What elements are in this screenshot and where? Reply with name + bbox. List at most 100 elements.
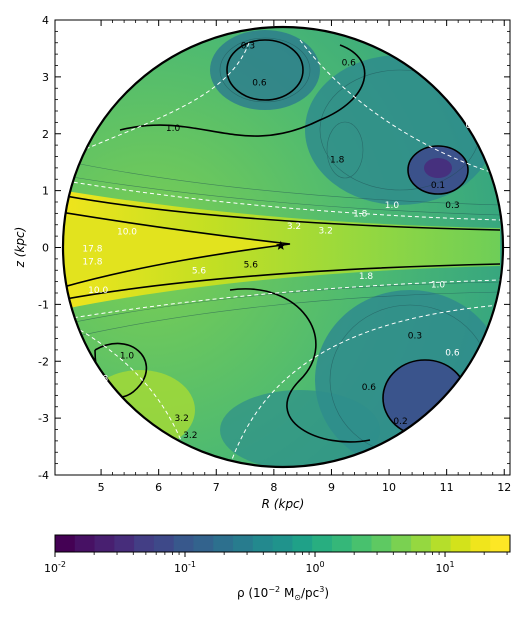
colorbar-segment — [153, 535, 175, 552]
x-tick-label: 11 — [440, 481, 454, 494]
contour-label: 3.2 — [183, 431, 197, 441]
colorbar-segment — [134, 535, 155, 552]
disk-boundary — [61, 25, 505, 469]
midplane-high-density — [63, 190, 500, 310]
contour-label: 0.6 — [342, 59, 357, 69]
y-tick-label: 2 — [42, 128, 49, 141]
contour-label: 0.6 — [465, 121, 480, 131]
colorbar-segment — [272, 535, 293, 552]
colorbar-frame — [54, 534, 511, 553]
colorbar-label-exponent-1: −2 — [268, 585, 280, 594]
colorbar-segment — [292, 535, 313, 552]
y-tick-label: -3 — [38, 412, 49, 425]
colorbar-segment — [94, 535, 115, 552]
colorbar-tick-exponent: -1 — [188, 560, 196, 569]
thin-contours — [63, 37, 501, 456]
colorbar-tick-exponent: 1 — [449, 560, 454, 569]
colorbar-tick-base: 10 — [44, 562, 58, 575]
colorbar-segment — [193, 535, 214, 552]
contour-label: 3.2 — [287, 222, 301, 232]
contour-labels: 17.8 17.8 10.0 10.0 5.6 5.6 3.2 3.2 1.8 1.8 1.8 1.8… — [82, 42, 480, 442]
colorbar-segment — [490, 535, 511, 552]
x-axis-label: R (kpc) — [262, 497, 305, 511]
contour-label: 1.8 — [353, 209, 368, 219]
y-tick-label: -1 — [38, 298, 49, 311]
colorbar-ticks: 10-2 10-1 100 101 — [44, 552, 508, 575]
x-tick-label: 9 — [328, 481, 335, 494]
very-low-density-core-upper-inner — [424, 158, 452, 178]
contour-label: 17.8 — [82, 258, 102, 268]
y-tick-label: -2 — [38, 355, 49, 368]
colorbar-tick-exponent: -2 — [58, 560, 66, 569]
thick-contours — [63, 39, 501, 443]
y-tick-label: -4 — [38, 469, 49, 482]
colorbar-segment — [351, 535, 373, 552]
colorbar-segment — [450, 535, 471, 552]
colorbar-segment — [114, 535, 135, 552]
colorbar-segment — [74, 535, 96, 552]
contour-label: 1.8 — [94, 374, 109, 384]
contour-label: 0.3 — [445, 201, 459, 211]
contour-label: 0.1 — [431, 181, 445, 191]
x-tick-label: 7 — [213, 481, 220, 494]
colorbar-tick-label: 101 — [435, 560, 454, 575]
contour-label: 0.3 — [408, 332, 422, 342]
colorbar-segment — [331, 535, 353, 552]
y-tick-label: 4 — [42, 14, 49, 27]
x-tick-label: 5 — [98, 481, 105, 494]
contour-label: 5.6 — [244, 261, 259, 271]
colorbar-label-subscript: ⊙ — [294, 593, 301, 602]
contour-label: 3.2 — [319, 226, 333, 236]
contour-label: 0.3 — [241, 42, 255, 52]
colorbar-segment — [371, 535, 392, 552]
colorbar-segment — [233, 535, 254, 552]
y-tick-label: 0 — [42, 242, 49, 255]
contour-label: 1.0 — [385, 201, 400, 211]
sun-marker — [276, 240, 286, 250]
colorbar-segment — [312, 535, 333, 552]
colorbar-tick-exponent: 0 — [319, 560, 324, 569]
colorbar-label-prefix: ρ (10 — [237, 586, 268, 600]
contour-label: 1.0 — [431, 280, 446, 290]
colorbar-segment — [411, 535, 432, 552]
sun-marker-group — [276, 240, 286, 250]
y-axis: -4 -3 -2 -1 0 1 2 3 4 — [38, 14, 510, 482]
colorbar-tick-base: 10 — [435, 562, 449, 575]
colorbar-tick-label: 10-1 — [174, 560, 196, 575]
colorbar-segment — [252, 535, 274, 552]
contour-label: 3.2 — [175, 414, 189, 424]
colorbar-label-suffix: ) — [324, 586, 329, 600]
colorbar-segment — [173, 535, 194, 552]
colorbar-segment — [213, 535, 234, 552]
y-tick-label: 3 — [42, 71, 49, 84]
midplane-core — [63, 215, 290, 285]
x-tick-label: 12 — [497, 481, 511, 494]
contour-label: 10.0 — [117, 228, 137, 238]
colorbar-tick-label: 10-2 — [44, 560, 66, 575]
contour-label: 1.8 — [359, 272, 374, 282]
x-tick-label: 10 — [382, 481, 396, 494]
colorbar-label-exponent-2: 3 — [319, 585, 324, 594]
colorbar — [54, 534, 511, 553]
contour-label: 10.0 — [88, 286, 108, 296]
contour-label: 1.0 — [166, 124, 181, 134]
colorbar-tick-label: 100 — [305, 560, 324, 575]
y-axis-label: z (kpc) — [13, 227, 27, 269]
contour-label: 5.6 — [192, 266, 207, 276]
contour-label: 0.2 — [393, 417, 407, 427]
colorbar-tick-base: 10 — [174, 562, 188, 575]
colorbar-label: ρ (10−2 M⊙/pc3) — [237, 585, 329, 602]
x-tick-label: 8 — [270, 481, 277, 494]
colorbar-segment — [391, 535, 412, 552]
contour-label: 17.8 — [82, 245, 102, 255]
colorbar-tick-base: 10 — [305, 562, 319, 575]
contour-label: 0.6 — [362, 383, 377, 393]
x-axis: 5 6 7 8 9 10 11 12 — [98, 20, 511, 494]
colorbar-label-after: /pc — [301, 586, 319, 600]
colorbar-segment — [470, 535, 491, 552]
contour-label: 0.6 — [252, 79, 267, 89]
low-density-region-bottom — [220, 390, 380, 467]
contour-label: 0.6 — [445, 349, 460, 359]
x-tick-label: 6 — [155, 481, 162, 494]
